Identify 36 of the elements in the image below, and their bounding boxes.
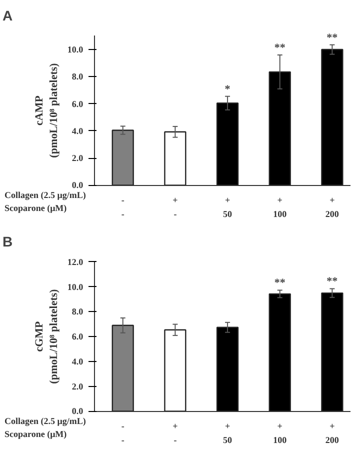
y-tick-label: 10.0 <box>67 44 84 55</box>
annotation: ** <box>274 42 286 54</box>
x-tick-label: + 100 <box>273 421 288 446</box>
y-axis-title: cGMP (pmoL/10⁸ platelets) <box>33 288 60 384</box>
y-tick-label: 4.0 <box>72 356 84 366</box>
y-tick-label: 8.0 <box>72 72 84 82</box>
x-tick-label: + - <box>172 421 178 446</box>
y-tick-label: 10.0 <box>67 282 84 292</box>
x-tick-label: - - <box>121 421 124 446</box>
annotation: ** <box>274 276 286 289</box>
annotation: ** <box>326 276 338 288</box>
y-tick-label: 8.0 <box>72 306 84 317</box>
y-axis-title: cAMP (pmoL/10⁸ platelets) <box>33 62 60 158</box>
y-tick-label: 6.0 <box>72 332 84 342</box>
x-tick-label: + 50 <box>223 421 233 446</box>
x-tick-label: + 200 <box>325 195 340 220</box>
annotation: * <box>224 83 231 96</box>
x-tick-label: + 50 <box>223 195 233 220</box>
y-tick-label: 0.0 <box>72 406 84 416</box>
y-tick-label: 0.0 <box>72 180 84 190</box>
chart-title: A <box>2 8 13 24</box>
text: Collagen (2.5 μg/mL) <box>4 190 86 200</box>
x-tick-label: + 100 <box>273 195 288 220</box>
y-tick-label: 12.0 <box>67 256 84 267</box>
text: Scoparone (μM) <box>4 429 67 440</box>
annotation: ** <box>326 32 338 44</box>
x-tick-label: + 200 <box>325 421 340 446</box>
y-tick-label: 4.0 <box>72 126 84 136</box>
y-tick-label: 2.0 <box>72 381 84 392</box>
chart-title: B <box>2 234 13 250</box>
y-tick-label: 6.0 <box>72 98 84 109</box>
x-tick-label: - - <box>121 195 124 220</box>
y-tick-label: 2.0 <box>72 153 84 164</box>
text: Collagen (2.5 μg/mL) <box>4 416 86 426</box>
x-tick-label: + - <box>172 195 178 220</box>
text: Scoparone (μM) <box>4 203 67 214</box>
